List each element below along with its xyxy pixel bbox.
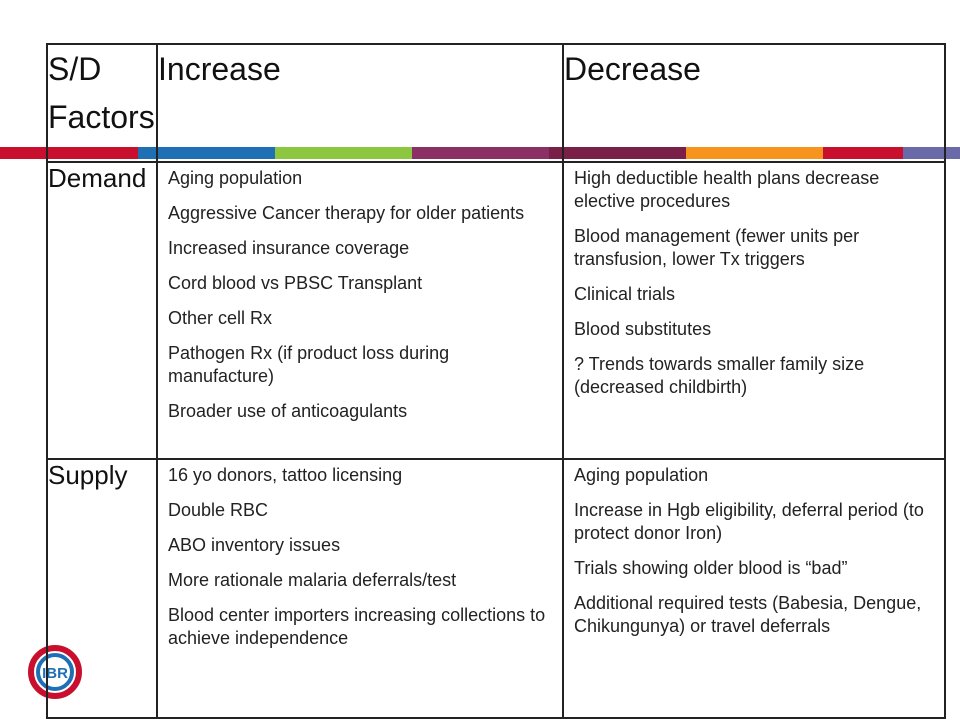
list-item: Clinical trials bbox=[574, 284, 676, 304]
list-item: Cord blood vs PBSC Transplant bbox=[168, 273, 423, 293]
row-label-demand: Demand bbox=[46, 161, 158, 460]
supply-demand-table: S/D Factors Increase Decrease Demand Agi… bbox=[46, 43, 946, 719]
header-increase: Increase bbox=[156, 43, 564, 163]
list-item: Aging population bbox=[574, 465, 709, 485]
header-decrease: Decrease bbox=[562, 43, 946, 163]
list-item: Additional required tests (Babesia, Deng… bbox=[574, 593, 922, 636]
row-label-supply: Supply bbox=[46, 458, 158, 719]
list-item: More rationale malaria deferrals/test bbox=[168, 570, 457, 590]
header-row: S/D Factors Increase Decrease bbox=[46, 43, 946, 163]
list-item: Other cell Rx bbox=[168, 308, 273, 328]
supply-increase-cell: 16 yo donors, tattoo licensing Double RB… bbox=[156, 458, 564, 719]
list-item: Blood center importers increasing collec… bbox=[168, 605, 546, 648]
list-item: Aging population bbox=[168, 168, 303, 188]
list-item: 16 yo donors, tattoo licensing bbox=[168, 465, 403, 485]
header-factors: Factors bbox=[48, 99, 155, 135]
header-sd-factors: S/D Factors bbox=[46, 43, 158, 163]
list-item: Pathogen Rx (if product loss during manu… bbox=[168, 343, 450, 386]
list-item: ? Trends towards smaller family size (de… bbox=[574, 354, 865, 397]
list-item: Blood management (fewer units per transf… bbox=[574, 226, 860, 269]
header-sd: S/D bbox=[48, 51, 102, 87]
list-item: Trials showing older blood is “bad” bbox=[574, 558, 848, 578]
list-item: Increase in Hgb eligibility, deferral pe… bbox=[574, 500, 924, 543]
list-item: High deductible health plans decrease el… bbox=[574, 168, 880, 211]
list-item: Double RBC bbox=[168, 500, 269, 520]
demand-decrease-cell: High deductible health plans decrease el… bbox=[562, 161, 946, 460]
demand-increase-cell: Aging population Aggressive Cancer thera… bbox=[156, 161, 564, 460]
list-item: ABO inventory issues bbox=[168, 535, 341, 555]
list-item: Increased insurance coverage bbox=[168, 238, 410, 258]
list-item: Broader use of anticoagulants bbox=[168, 401, 408, 421]
supply-decrease-cell: Aging population Increase in Hgb eligibi… bbox=[562, 458, 946, 719]
list-item: Aggressive Cancer therapy for older pati… bbox=[168, 203, 525, 223]
table-row-demand: Demand Aging population Aggressive Cance… bbox=[46, 161, 946, 460]
table-row-supply: Supply 16 yo donors, tattoo licensing Do… bbox=[46, 458, 946, 719]
list-item: Blood substitutes bbox=[574, 319, 712, 339]
